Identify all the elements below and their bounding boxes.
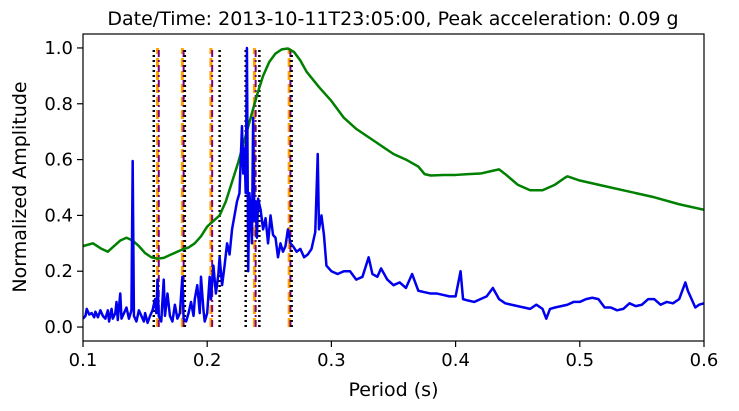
x-axis-label: Period (s) <box>348 379 438 401</box>
chart-title: Date/Time: 2013-10-11T23:05:00, Peak acc… <box>107 8 678 30</box>
plot-frame <box>82 33 705 342</box>
y-tick-label: 0.8 <box>44 94 73 115</box>
y-tick-label: 0.4 <box>44 205 73 226</box>
x-tick-label: 0.3 <box>317 350 346 371</box>
y-tick-label: 0.0 <box>44 317 73 338</box>
x-tick-label: 0.2 <box>193 350 222 371</box>
axis-ticks: 0.1 0.2 0.3 0.4 0.5 0.6 0.0 0.2 0.4 0.6 0.8 1.0 <box>44 38 718 371</box>
y-tick-label: 1.0 <box>44 38 73 59</box>
y-tick-label: 0.6 <box>44 150 73 171</box>
y-tick-label: 0.2 <box>44 261 73 282</box>
plot-area <box>83 46 704 328</box>
x-tick-label: 0.5 <box>565 350 594 371</box>
x-tick-label: 0.6 <box>690 350 719 371</box>
x-tick-label: 0.1 <box>69 350 98 371</box>
series-line-0 <box>83 47 704 260</box>
series-line-1 <box>83 46 704 325</box>
y-axis-label: Normalized Amplitude <box>9 81 31 292</box>
x-tick-label: 0.4 <box>441 350 470 371</box>
